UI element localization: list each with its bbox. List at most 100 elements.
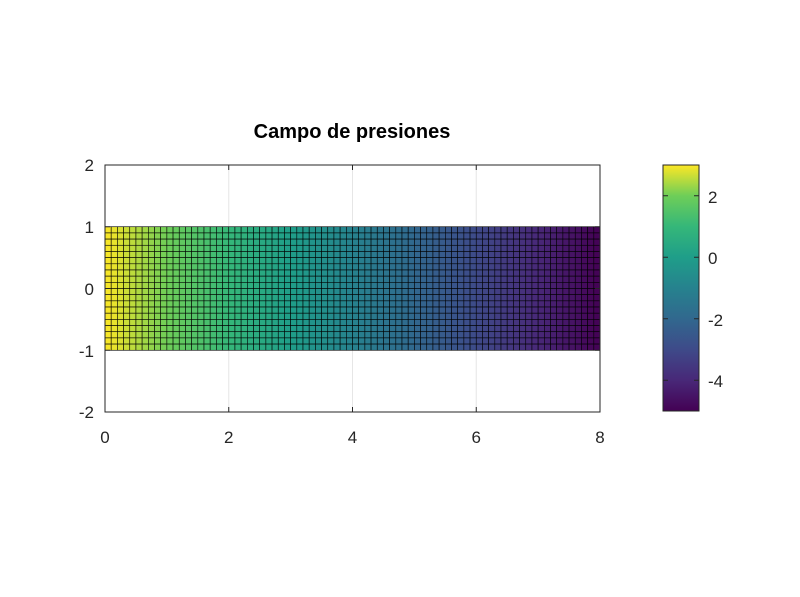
mesh-cell: [457, 343, 465, 351]
mesh-cell: [500, 300, 508, 308]
mesh-cell: [327, 337, 335, 345]
mesh-cell: [556, 331, 564, 339]
mesh-cell: [228, 263, 236, 271]
mesh-cell: [123, 306, 131, 314]
mesh-cell: [358, 244, 366, 252]
mesh-cell: [568, 306, 576, 314]
mesh-cell: [525, 331, 533, 339]
mesh-cell: [370, 312, 378, 320]
mesh-cell: [568, 331, 576, 339]
x-tick-label: 4: [348, 428, 357, 447]
mesh-cell: [358, 257, 366, 265]
mesh-cell: [110, 343, 118, 351]
mesh-cell: [222, 263, 230, 271]
mesh-cell: [581, 312, 588, 320]
mesh-cell: [587, 337, 595, 345]
mesh-cell: [494, 319, 502, 326]
mesh-cell: [135, 232, 143, 240]
mesh-cell: [296, 343, 304, 351]
mesh-cell: [228, 244, 236, 252]
mesh-cell: [376, 294, 384, 302]
mesh-cell: [129, 306, 137, 314]
mesh-cell: [172, 288, 180, 295]
mesh-cell: [395, 288, 403, 295]
mesh-cell: [426, 337, 434, 345]
mesh-cell: [593, 331, 601, 339]
mesh-cell: [426, 269, 434, 277]
mesh-cell: [203, 337, 211, 345]
mesh-cell: [457, 251, 465, 258]
mesh-cell: [271, 343, 279, 351]
mesh-cell: [358, 300, 366, 308]
mesh-cell: [544, 306, 551, 314]
mesh-cell: [370, 288, 378, 295]
mesh-cell: [358, 232, 366, 240]
mesh-cell: [562, 306, 570, 314]
mesh-cell: [556, 282, 564, 289]
mesh-cell: [302, 275, 310, 283]
mesh-cell: [451, 288, 458, 295]
mesh-cell: [265, 257, 273, 265]
mesh-cell: [172, 226, 180, 234]
mesh-cell: [148, 282, 155, 289]
y-tick-label: -1: [79, 342, 94, 361]
mesh-cell: [482, 325, 489, 333]
mesh-cell: [203, 282, 211, 289]
mesh-cell: [562, 300, 570, 308]
mesh-cell: [247, 300, 254, 308]
mesh-cell: [154, 343, 161, 351]
mesh-cell: [129, 257, 137, 265]
mesh-cell: [308, 294, 316, 302]
mesh-cell: [537, 275, 545, 283]
mesh-cell: [550, 319, 557, 326]
plot-axes: 0 2 4 6 8 2 1 0 -1 -2: [79, 156, 605, 447]
mesh-cell: [562, 257, 570, 265]
mesh-cell: [259, 282, 267, 289]
mesh-cell: [339, 226, 347, 234]
mesh-cell: [420, 325, 428, 333]
mesh-cell: [166, 238, 174, 246]
mesh-cell: [308, 331, 316, 339]
mesh-cell: [581, 319, 588, 326]
mesh-cell: [290, 257, 298, 265]
mesh-cell: [389, 244, 397, 252]
mesh-cell: [407, 269, 415, 277]
mesh-cell: [556, 275, 564, 283]
mesh-cell: [463, 257, 471, 265]
mesh-cell: [506, 226, 514, 234]
mesh-cell: [160, 325, 168, 333]
mesh-cell: [191, 251, 199, 258]
mesh-cell: [407, 312, 415, 320]
mesh-cell: [346, 275, 353, 283]
mesh-cell: [395, 282, 403, 289]
mesh-cell: [550, 306, 557, 314]
mesh-cell: [148, 331, 155, 339]
mesh-cell: [574, 226, 582, 234]
mesh-cell: [475, 331, 483, 339]
mesh-cell: [253, 275, 260, 283]
mesh-cell: [203, 343, 211, 351]
mesh-cell: [574, 232, 582, 240]
mesh-cell: [550, 232, 557, 240]
mesh-cell: [135, 319, 143, 326]
mesh-cell: [574, 325, 582, 333]
mesh-cell: [339, 282, 347, 289]
mesh-cell: [364, 343, 372, 351]
mesh-cell: [315, 343, 322, 351]
mesh-cell: [247, 337, 254, 345]
mesh-cell: [581, 257, 588, 265]
mesh-cell: [525, 343, 533, 351]
mesh-cell: [568, 288, 576, 295]
mesh-cell: [432, 331, 440, 339]
mesh-cell: [451, 306, 458, 314]
mesh-cell: [166, 312, 174, 320]
mesh-cell: [556, 269, 564, 277]
mesh-cell: [259, 312, 267, 320]
mesh-cell: [432, 244, 440, 252]
mesh-cell: [197, 312, 205, 320]
mesh-cell: [414, 251, 421, 258]
mesh-cell: [135, 263, 143, 271]
mesh-cell: [308, 337, 316, 345]
mesh-cell: [265, 294, 273, 302]
mesh-cell: [296, 232, 304, 240]
